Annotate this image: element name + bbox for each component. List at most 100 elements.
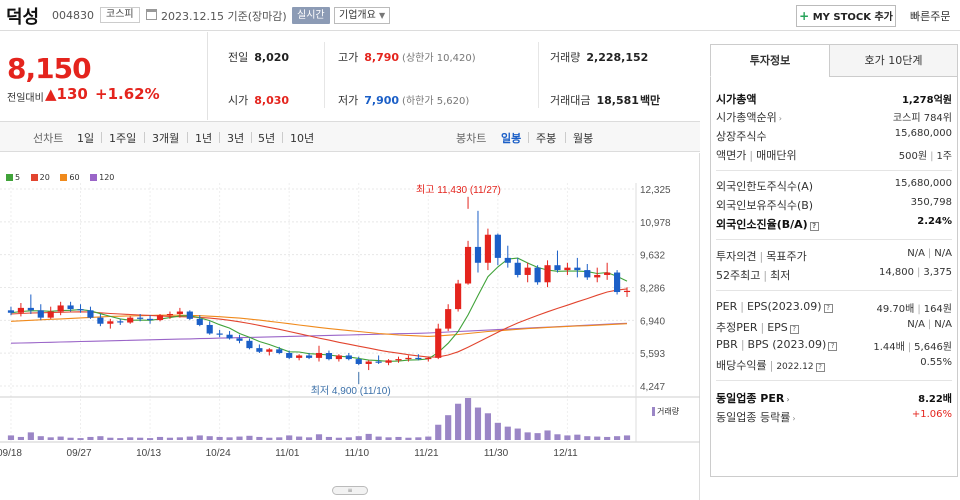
- candle-body: [534, 267, 541, 283]
- candle-body: [186, 311, 193, 319]
- volume-bar: [7, 435, 15, 440]
- candle-body: [67, 305, 74, 310]
- candle-body: [296, 355, 303, 358]
- candle-body: [584, 270, 591, 278]
- volume-bar: [435, 424, 442, 440]
- candle-body: [604, 272, 611, 275]
- industry-rate-value: +1.06%: [911, 409, 952, 420]
- candle-body: [87, 310, 94, 318]
- chevron-right-icon[interactable]: ›: [792, 414, 796, 423]
- dividend-key: 배당수익률 | 2022.12?: [716, 357, 825, 373]
- legend-swatch: [60, 174, 68, 181]
- company-overview-dropdown[interactable]: 기업개요 ▼: [334, 7, 391, 24]
- period-10y[interactable]: 10년: [290, 132, 315, 145]
- separator: |: [769, 359, 774, 372]
- x-tick-label: 11/30: [484, 448, 509, 459]
- add-mystock-label: MY STOCK 추가: [812, 12, 893, 23]
- stock-chart[interactable]: 5 20 60 120 12,325 10,978 9,632 8,286 6,940 5…: [0, 153, 700, 500]
- candle-body: [305, 355, 313, 358]
- candle-body: [484, 234, 492, 263]
- volume-bar: [286, 435, 293, 440]
- x-tick-label: 09/27: [67, 448, 92, 459]
- stock-name: 덕성: [6, 7, 40, 28]
- help-icon[interactable]: ?: [823, 304, 833, 313]
- divider: [324, 42, 325, 108]
- ma120-line: [10, 322, 628, 344]
- separator: |: [916, 267, 921, 278]
- y-tick-label: 8,286: [640, 284, 665, 295]
- period-5y[interactable]: 5년: [258, 132, 276, 145]
- target-label: 목표주가: [766, 250, 807, 263]
- candle-monthly[interactable]: 월봉: [573, 132, 594, 145]
- volume-bar: [107, 437, 114, 440]
- legend-swatch: [6, 174, 13, 181]
- bps-value: 5,646원: [914, 342, 952, 353]
- candle-body: [395, 359, 402, 361]
- x-tick-label: 09/18: [0, 448, 22, 459]
- volume-bar: [127, 437, 134, 440]
- candle-weekly[interactable]: 주봉: [536, 132, 557, 145]
- volume-bar: [87, 436, 94, 440]
- eps-label: EPS(2023.09): [746, 300, 822, 313]
- quick-order-link[interactable]: 빠른주문: [910, 10, 951, 23]
- volume-bar: [474, 407, 482, 440]
- add-mystock-button[interactable]: + MY STOCK 추가: [796, 5, 896, 27]
- volume-legend: 거래량: [652, 406, 679, 417]
- period-1y[interactable]: 1년: [195, 132, 213, 145]
- help-icon[interactable]: ?: [828, 342, 838, 351]
- candle-body: [236, 338, 243, 341]
- candle-body: [494, 234, 501, 258]
- legend-ma5-label: 5: [15, 173, 21, 182]
- chevron-right-icon[interactable]: ›: [786, 395, 790, 404]
- price-box: 8,150 전일대비 ▲130 +1.62%: [0, 32, 208, 120]
- candle-body: [17, 307, 24, 313]
- candle-body: [623, 290, 631, 293]
- tab-investment-info[interactable]: 투자정보: [710, 44, 830, 77]
- volume-bar: [445, 415, 452, 440]
- candle-daily[interactable]: 일봉: [501, 132, 522, 145]
- candle-body: [385, 360, 392, 363]
- high-label: 고가: [338, 51, 359, 64]
- period-1w[interactable]: 1주일: [109, 132, 137, 145]
- legend-ma20-label: 20: [39, 173, 50, 182]
- market-cap-row: 시가총액 1,278억원: [716, 91, 952, 109]
- chevron-right-icon[interactable]: ›: [778, 114, 782, 123]
- candle-body: [514, 262, 521, 275]
- separator: |: [740, 338, 745, 351]
- est-per-row: 추정PER | EPS? N/A | N/A: [716, 319, 952, 337]
- period-1d[interactable]: 1일: [77, 132, 95, 145]
- investment-panel: 투자정보 호가 10단계 시가총액 1,278억원 시가총액순위 › 코스피 784위…: [700, 32, 960, 500]
- period-3m[interactable]: 3개월: [152, 132, 180, 145]
- help-icon[interactable]: ?: [815, 363, 825, 372]
- ma-legend: 5 20 60 120: [6, 173, 122, 182]
- separator: |: [930, 151, 934, 162]
- tab-orderbook[interactable]: 호가 10단계: [829, 44, 958, 77]
- foreign-ratio-label: 외국인소진율(B/A): [716, 218, 808, 231]
- realtime-button[interactable]: 실시간: [292, 7, 330, 24]
- pbr-row: PBR | BPS (2023.09)? 1.44배 | 5,646원: [716, 338, 952, 356]
- period-3y[interactable]: 3년: [227, 132, 245, 145]
- par-values: 500원 | 1주: [899, 147, 952, 162]
- divider: [565, 132, 566, 143]
- separator: |: [759, 250, 764, 263]
- candle-body: [375, 361, 382, 363]
- volume-bar: [305, 437, 313, 440]
- candle-body: [276, 349, 283, 354]
- help-icon[interactable]: ?: [789, 325, 799, 334]
- volume-bar: [236, 436, 243, 440]
- divider: [716, 170, 952, 171]
- volume-bar: [296, 436, 303, 440]
- low-value: 7,900: [364, 94, 400, 107]
- help-icon[interactable]: ?: [809, 222, 819, 231]
- chart-scroll-handle[interactable]: ≡: [332, 486, 368, 495]
- current-price: 8,150: [7, 52, 92, 85]
- y-tick-label: 12,325: [640, 185, 671, 196]
- foreign-hold-label: 외국인보유주식수(B): [716, 199, 814, 212]
- amount-unit: 백만: [639, 94, 661, 107]
- dividend-value: 0.55%: [920, 357, 952, 368]
- volume-bar: [315, 434, 323, 440]
- candle-body: [246, 340, 253, 349]
- 52w-low-value: 3,375: [923, 267, 952, 278]
- upper-limit: (상한가 10,420): [402, 53, 476, 64]
- separator: |: [927, 248, 932, 259]
